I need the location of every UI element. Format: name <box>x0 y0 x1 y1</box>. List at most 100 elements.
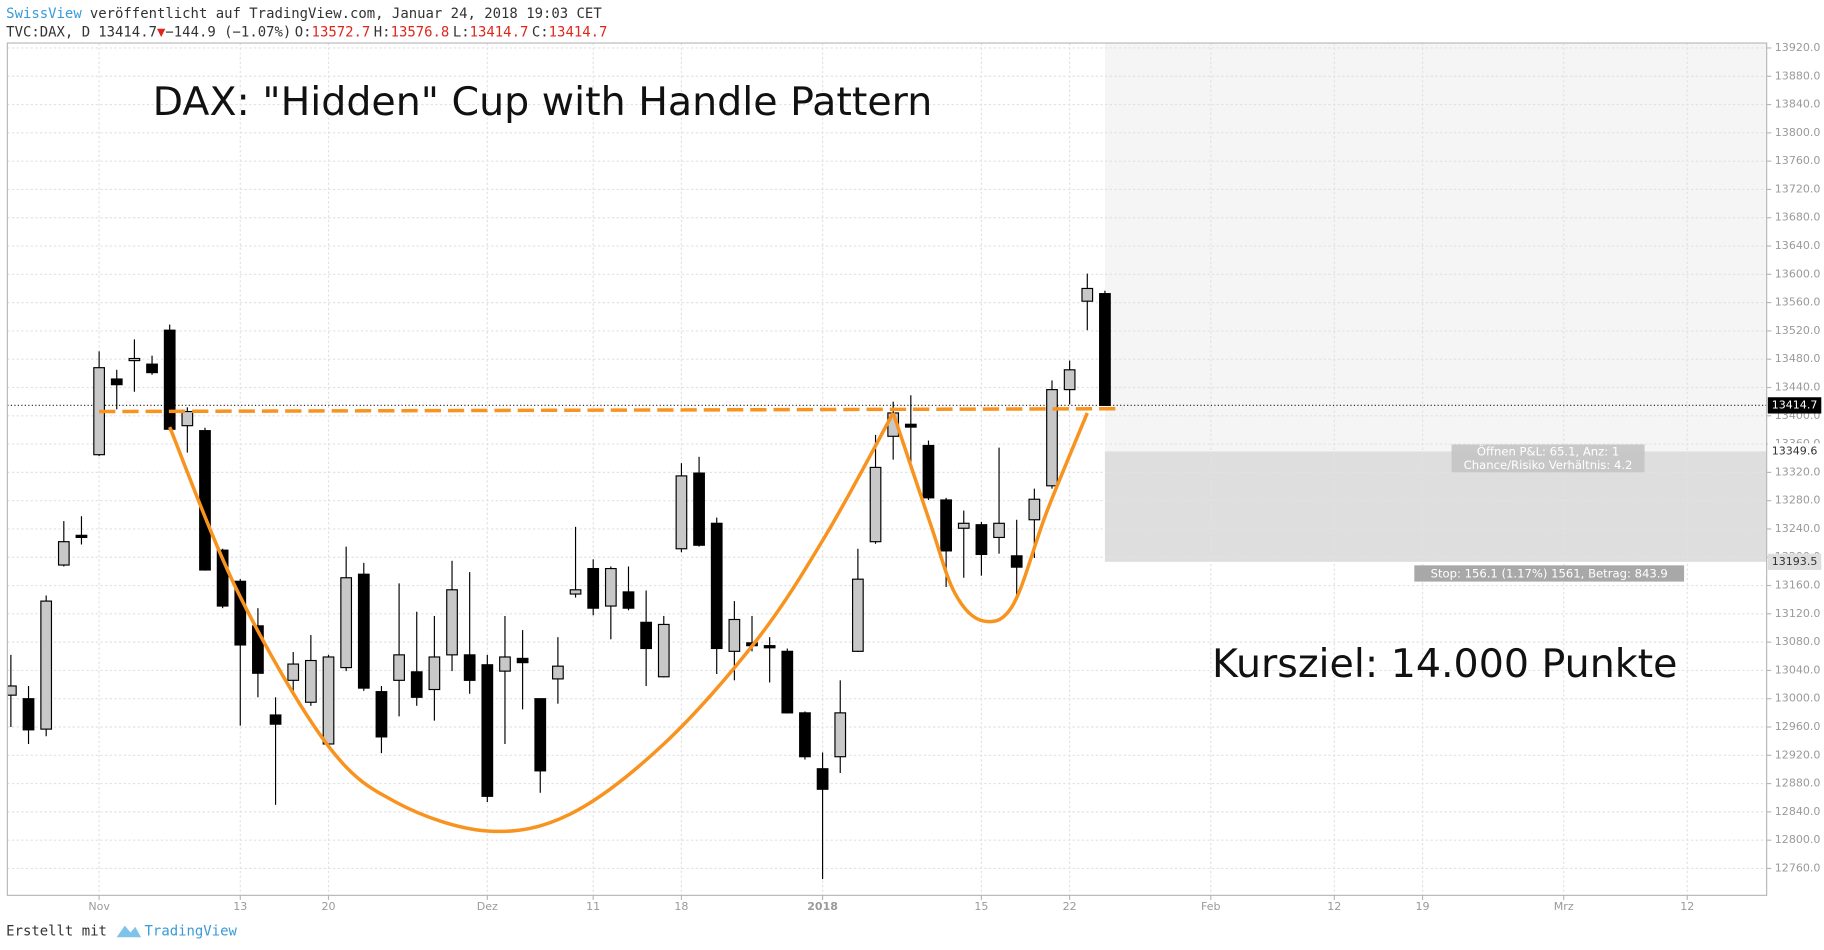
y-tick-label: 13600.0 <box>1775 267 1821 280</box>
candle-body <box>728 618 741 652</box>
candle-body <box>57 541 70 566</box>
candle-body <box>1028 498 1041 521</box>
header-symbol: TVC:DAX, D <box>6 25 90 41</box>
x-tick-label: 12 <box>1327 900 1341 913</box>
y-tick-label: 13800.0 <box>1775 126 1821 139</box>
header-ohlc-value: 13414.7 <box>549 25 608 41</box>
position-info: Öffnen P&L: 65.1, Anz: 1 <box>1477 443 1619 459</box>
header-ohlc-key: L: <box>453 25 470 41</box>
header-ohlc-key: H: <box>374 25 391 41</box>
candle-body <box>7 685 17 696</box>
candle-body <box>516 657 529 664</box>
position-info: Chance/Risiko Verhältnis: 4.2 <box>1464 458 1633 472</box>
candle-body <box>287 663 300 681</box>
candle-body <box>428 656 441 691</box>
footer-brand[interactable]: TradingView <box>145 923 238 939</box>
candle-body <box>693 472 705 546</box>
x-tick-label: 13 <box>233 900 247 913</box>
candle-body <box>834 712 847 758</box>
candle-body <box>446 589 458 656</box>
footer-text: Erstellt mit <box>6 923 107 939</box>
x-tick-label: 12 <box>1680 900 1694 913</box>
price-label: 13349.6 <box>1772 444 1818 457</box>
candle-body <box>322 656 335 745</box>
candle-body <box>534 698 547 772</box>
header-ohlc-key: C: <box>532 25 549 41</box>
header-published: veröffentlicht auf TradingView.com, Janu… <box>90 6 602 22</box>
y-tick-label: 12880.0 <box>1775 777 1821 790</box>
y-tick-label: 13920.0 <box>1775 41 1821 54</box>
header-line-2: TVC:DAX, D 13414.7▼−144.9 (−1.07%) O:13572… <box>6 25 607 41</box>
price-label-box <box>1767 553 1822 570</box>
candle-body <box>181 410 194 427</box>
candle-body <box>569 589 582 595</box>
candle-body <box>904 423 917 428</box>
y-tick-label: 13680.0 <box>1775 211 1821 224</box>
candle-body <box>393 654 405 681</box>
candle-body <box>128 357 141 362</box>
candle-body <box>763 645 776 649</box>
x-tick-label: Feb <box>1201 900 1221 913</box>
candle-body <box>410 671 423 698</box>
stop-zone <box>1104 451 1767 562</box>
y-tick-label: 13440.0 <box>1775 380 1821 393</box>
y-tick-label: 13000.0 <box>1775 692 1821 705</box>
y-tick-label: 13160.0 <box>1775 579 1821 592</box>
candle-body <box>957 522 970 529</box>
candle-body <box>816 768 829 790</box>
y-tick-label: 13120.0 <box>1775 607 1821 620</box>
header-line-1: SwissView veröffentlicht auf TradingView.… <box>6 6 602 22</box>
header-arrow: ▼ <box>157 25 166 41</box>
candle-body <box>852 578 864 652</box>
candle-body <box>163 329 176 430</box>
candle-body <box>622 591 635 609</box>
candle-body <box>40 600 53 730</box>
candle-body <box>216 549 229 607</box>
candle-body <box>1046 389 1058 487</box>
candle-body <box>922 444 935 499</box>
candle-body <box>22 698 35 731</box>
candle-body <box>657 623 670 678</box>
candle-body <box>1010 555 1023 568</box>
candle-body <box>110 378 123 386</box>
y-tick-label: 12920.0 <box>1775 748 1821 761</box>
y-tick-label: 13720.0 <box>1775 182 1821 195</box>
candle-body <box>552 665 564 680</box>
candle-body <box>587 567 600 609</box>
y-tick-label: 13040.0 <box>1775 663 1821 676</box>
candle-body <box>1063 369 1076 391</box>
x-tick-label: 18 <box>674 900 688 913</box>
candle-body <box>675 475 688 550</box>
candle-body <box>640 621 653 650</box>
y-tick-label: 12960.0 <box>1775 720 1821 733</box>
candle-body <box>710 522 723 650</box>
candle-body <box>199 430 211 571</box>
y-tick-label: 13520.0 <box>1775 324 1821 337</box>
x-tick-label: Mrz <box>1554 900 1574 913</box>
stop-info-box <box>1414 565 1685 582</box>
position-info-box <box>1451 444 1645 473</box>
y-tick-label: 13880.0 <box>1775 69 1821 82</box>
neckline <box>99 406 1123 414</box>
header-author: SwissView <box>6 6 82 22</box>
y-tick-label: 13240.0 <box>1775 522 1821 535</box>
candle-body <box>781 650 794 714</box>
candle-body <box>975 524 988 556</box>
candle-body <box>75 534 88 539</box>
candle-body <box>940 499 952 552</box>
candle-body <box>463 654 476 681</box>
candle-body <box>340 577 353 669</box>
x-tick-label: 11 <box>586 900 600 913</box>
header-ohlc-value: 13414.7 <box>470 25 529 41</box>
price-label-box <box>1767 397 1822 414</box>
header-change: −144.9 (−1.07%) <box>165 25 291 41</box>
header-ohlc-value: 13572.7 <box>312 25 371 41</box>
handle-curve <box>891 412 1089 624</box>
y-tick-label: 13280.0 <box>1775 494 1821 507</box>
y-tick-label: 13760.0 <box>1775 154 1821 167</box>
logo-icon <box>116 925 142 938</box>
plot-frame <box>6 42 1768 896</box>
y-tick-label: 12840.0 <box>1775 805 1821 818</box>
plot-area <box>7 43 1767 896</box>
